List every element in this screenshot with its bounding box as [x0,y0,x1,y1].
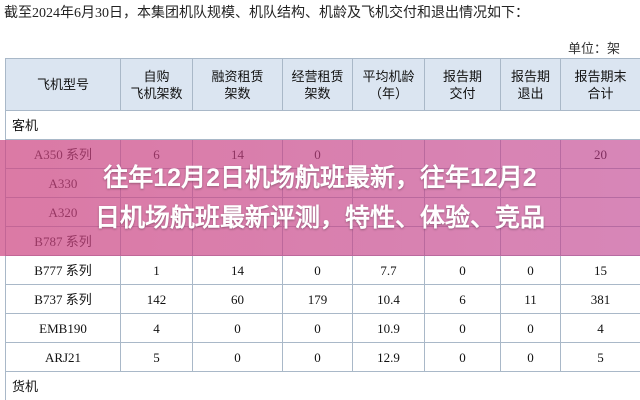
value-cell: 0 [424,255,501,285]
type-cell: B737 系列 [5,284,121,314]
value-cell: 4 [120,313,193,343]
value-cell: 0 [192,342,283,372]
header-line: 融资租赁 [211,68,264,84]
value-cell: 4 [560,313,640,343]
value-cell: 0 [192,313,283,343]
column-header: 报告期末 合计 [560,58,640,111]
value-cell: 0 [500,255,561,285]
value-cell: 142 [120,284,193,314]
header-line: 飞机架数 [130,85,183,101]
header-line: 自购 [143,68,170,84]
intro-text: 截至2024年6月30日，本集团机队规模、机队结构、机龄及飞机交付和退出情况如下… [4,6,529,21]
column-header: 飞机型号 [5,58,121,111]
value-cell: 381 [560,284,640,314]
value-cell: 0 [500,313,561,343]
value-cell: 12.9 [352,342,425,372]
banner-line: 日机场航班最新评测，特性、体验、竞品 [94,204,545,232]
section-row: 货机 [5,371,640,400]
column-header: 融资租赁 架数 [192,58,283,111]
value-cell: 0 [282,342,353,372]
unit-label: 单位：架 [567,41,620,56]
column-header: 报告期 退出 [500,58,561,111]
header-line: 飞机型号 [36,77,89,92]
value-cell: 0 [424,342,501,372]
value-cell: 1 [120,255,193,285]
banner-line: 往年12月2日机场航班最新，往年12月2 [103,164,537,192]
column-header: 自购 飞机架数 [120,58,193,111]
value-cell: 10.9 [352,313,425,343]
type-cell: ARJ21 [5,342,121,372]
value-cell: 0 [500,342,561,372]
header-line: 合计 [587,85,614,101]
column-header: 平均机龄 （年） [352,58,425,111]
value-cell: 0 [282,255,353,285]
type-cell: EMB190 [5,313,121,343]
column-header: 报告期 交付 [424,58,501,111]
type-cell: B777 系列 [5,255,121,285]
section-row: 客机 [5,110,640,140]
value-cell: 14 [192,255,283,285]
value-cell: 6 [424,284,501,314]
value-cell: 0 [282,313,353,343]
banner-overlay: 往年12月2日机场航班最新，往年12月2 日机场航班最新评测，特性、体验、竞品 [0,140,640,256]
value-cell: 179 [282,284,353,314]
header-line: 交付 [449,85,476,101]
header-line: 架数 [224,85,251,101]
header-line: （年） [368,85,408,101]
header-line: 退出 [517,85,544,101]
value-cell: 60 [192,284,283,314]
value-cell: 0 [424,313,501,343]
column-header: 经营租赁 架数 [282,58,353,111]
header-line: 报告期 [442,68,482,84]
header-line: 报告期 [510,68,550,84]
value-cell: 11 [500,284,561,314]
value-cell: 10.4 [352,284,425,314]
header-line: 报告期末 [574,68,627,84]
value-cell: 7.7 [352,255,425,285]
header-line: 平均机龄 [362,68,415,84]
header-line: 架数 [304,85,331,101]
value-cell: 5 [120,342,193,372]
value-cell: 5 [560,342,640,372]
value-cell: 15 [560,255,640,285]
header-line: 经营租赁 [291,68,344,84]
